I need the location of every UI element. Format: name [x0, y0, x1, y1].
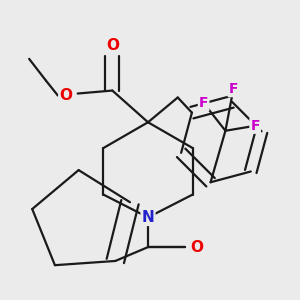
Text: O: O: [190, 240, 203, 255]
Text: N: N: [142, 210, 154, 225]
Text: O: O: [106, 38, 119, 53]
Text: O: O: [59, 88, 72, 103]
Text: F: F: [199, 96, 208, 110]
Text: F: F: [250, 119, 260, 133]
Text: F: F: [229, 82, 238, 96]
